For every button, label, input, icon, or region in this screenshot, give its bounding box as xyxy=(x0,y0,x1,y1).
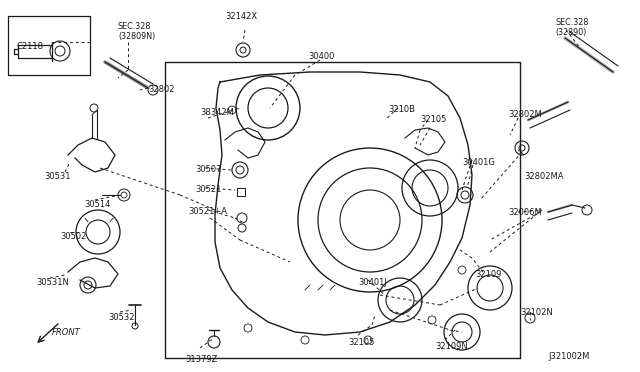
Text: 32105: 32105 xyxy=(420,115,446,124)
Text: 32109: 32109 xyxy=(475,270,501,279)
Text: FRONT: FRONT xyxy=(52,328,81,337)
Text: 32102N: 32102N xyxy=(520,308,553,317)
Text: 32802: 32802 xyxy=(148,85,175,94)
Text: 30531: 30531 xyxy=(44,172,70,181)
Text: 32802MA: 32802MA xyxy=(524,172,563,181)
Text: 30400: 30400 xyxy=(308,52,334,61)
Text: 38342M: 38342M xyxy=(200,108,234,117)
Text: 30502: 30502 xyxy=(60,232,86,241)
Text: SEC.328
(32809N): SEC.328 (32809N) xyxy=(118,22,156,41)
Text: 30514: 30514 xyxy=(84,200,110,209)
Text: 32109N: 32109N xyxy=(435,342,468,351)
Text: 31379Z: 31379Z xyxy=(185,355,218,364)
Text: 30401G: 30401G xyxy=(462,158,495,167)
Text: 3210B: 3210B xyxy=(388,105,415,114)
Text: 30507: 30507 xyxy=(195,165,221,174)
Text: 30521+A: 30521+A xyxy=(188,207,227,216)
Text: C2118: C2118 xyxy=(17,42,44,51)
Text: 32802M: 32802M xyxy=(508,110,541,119)
Text: 32006M: 32006M xyxy=(508,208,541,217)
Text: 30532: 30532 xyxy=(108,313,134,322)
Text: 30521: 30521 xyxy=(195,185,221,194)
Text: J321002M: J321002M xyxy=(548,352,589,361)
Text: 30531N: 30531N xyxy=(36,278,69,287)
Text: SEC.328
(32890): SEC.328 (32890) xyxy=(555,18,588,38)
Text: 32105: 32105 xyxy=(348,338,374,347)
Text: 32142X: 32142X xyxy=(225,12,257,21)
Text: 30401J: 30401J xyxy=(358,278,387,287)
